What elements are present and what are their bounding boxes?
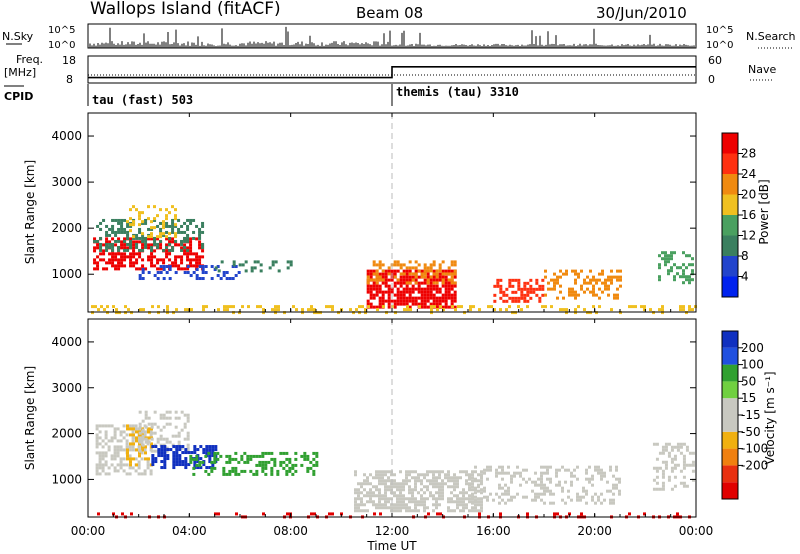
- colorbar-tick-label: 12: [741, 229, 756, 243]
- colorbar-tick-label: 4: [741, 270, 749, 284]
- colorbar-tick-label: -100: [741, 442, 768, 456]
- power-colorbar-label: Power [dB]: [757, 179, 771, 244]
- x-tick-label: 16:00: [476, 524, 511, 538]
- nave-tick-top: 60: [708, 54, 722, 67]
- cpid-segment-2: themis (tau) 3310: [396, 85, 519, 99]
- y-tick-label: 1000: [51, 267, 82, 281]
- colorbar-swatch: [722, 482, 738, 499]
- colorbar-swatch: [722, 194, 738, 215]
- power-colorbar: 4 8 12 16 20 24 28: [721, 132, 756, 298]
- colorbar-tick-label: 16: [741, 208, 756, 222]
- cpid-label: CPID: [4, 90, 33, 103]
- colorbar-swatch: [722, 431, 738, 449]
- station-title: Wallops Island (fitACF): [90, 0, 281, 19]
- colorbar-swatch: [722, 398, 738, 415]
- colorbar-swatch: [722, 153, 738, 174]
- cpid-segment-1: tau (fast) 503: [92, 93, 193, 107]
- y-tick-label: 3000: [51, 381, 82, 395]
- power-data: [91, 205, 697, 315]
- velocity-ylabel: Slant Range [km]: [23, 366, 37, 470]
- colorbar-swatch: [722, 256, 738, 277]
- colorbar-swatch: [722, 465, 738, 483]
- x-axis-ticks: 00:00 04:00 08:00 12:00 16:00 20:00 00:00: [71, 113, 714, 538]
- colorbar-swatch: [722, 174, 738, 195]
- velocity-panel: 1000 2000 3000 4000 Slant Range [km] 200 100…: [23, 318, 777, 519]
- colorbar-swatch: [722, 347, 738, 365]
- colorbar-swatch: [722, 381, 738, 399]
- colorbar-tick-label: -50: [741, 425, 761, 439]
- x-axis-label: Time UT: [366, 539, 417, 553]
- colorbar-tick-label: -200: [741, 458, 768, 472]
- power-ylabel: Slant Range [km]: [23, 160, 37, 264]
- nsky-bars: [89, 26, 695, 48]
- x-tick-label: 20:00: [577, 524, 612, 538]
- colorbar-swatch: [722, 235, 738, 256]
- colorbar-tick-label: 20: [741, 188, 756, 202]
- freq-tick-top: 18: [62, 54, 76, 67]
- colorbar-tick-label: 100: [741, 358, 764, 372]
- colorbar-swatch: [722, 364, 738, 382]
- beam-title: Beam 08: [356, 4, 423, 22]
- power-panel: 1000 2000 3000 4000 Slant Range [km] 4 8 12 16…: [23, 112, 771, 315]
- x-tick-label: 08:00: [273, 524, 308, 538]
- nsky-tick-top: 10^5: [48, 25, 75, 36]
- colorbar-swatch: [722, 133, 738, 154]
- freq-series-line: [88, 66, 696, 79]
- nsky-panel: N.Sky 10^5 10^0 10^5 10^0 N.Search: [2, 23, 796, 51]
- y-tick-label: 3000: [51, 175, 82, 189]
- colorbar-swatch: [722, 415, 738, 432]
- nsearch-tick-bottom: 10^0: [706, 40, 733, 51]
- y-tick-label: 4000: [51, 129, 82, 143]
- x-tick-label: 12:00: [375, 524, 410, 538]
- colorbar-tick-label: -15: [741, 408, 761, 422]
- y-tick-label: 1000: [51, 472, 82, 486]
- power-y-ticks: 1000 2000 3000 4000: [51, 129, 696, 281]
- nave-label: Nave: [748, 63, 776, 76]
- x-tick-label: 00:00: [679, 524, 714, 538]
- colorbar-tick-label: 24: [741, 167, 756, 181]
- y-tick-label: 2000: [51, 221, 82, 235]
- freq-label: Freq.: [16, 53, 43, 66]
- colorbar-swatch: [722, 448, 738, 466]
- nave-tick-bottom: 0: [708, 73, 715, 86]
- y-tick-label: 4000: [51, 335, 82, 349]
- cpid-row: CPID tau (fast) 503 themis (tau) 3310: [4, 84, 519, 107]
- colorbar-tick-label: 50: [741, 374, 756, 388]
- colorbar-tick-label: 15: [741, 391, 756, 405]
- nsearch-label: N.Search: [746, 30, 796, 43]
- nsky-label: N.Sky: [2, 30, 34, 43]
- freq-tick-bottom: 8: [66, 73, 73, 86]
- x-tick-label: 00:00: [71, 524, 106, 538]
- colorbar-swatch: [722, 331, 738, 348]
- date-title: 30/Jun/2010: [596, 4, 687, 22]
- freq-unit: [MHz]: [4, 66, 36, 79]
- y-tick-label: 2000: [51, 427, 82, 441]
- colorbar-tick-label: 8: [741, 249, 749, 263]
- colorbar-swatch: [722, 276, 738, 297]
- colorbar-tick-label: 200: [741, 341, 764, 355]
- velocity-colorbar-label: Velocity [m s⁻¹]: [763, 371, 777, 464]
- colorbar-tick-label: 28: [741, 147, 756, 161]
- nsky-tick-bottom: 10^0: [48, 40, 75, 51]
- velocity-colorbar: 200 100 50 15 -15 -50 -100 -200: [721, 330, 768, 500]
- velocity-y-ticks: 1000 2000 3000 4000: [51, 335, 696, 486]
- colorbar-swatch: [722, 215, 738, 236]
- x-tick-label: 04:00: [172, 524, 207, 538]
- nsearch-tick-top: 10^5: [706, 25, 733, 36]
- freq-panel: Freq. [MHz] 18 8 60 0 Nave: [4, 53, 776, 86]
